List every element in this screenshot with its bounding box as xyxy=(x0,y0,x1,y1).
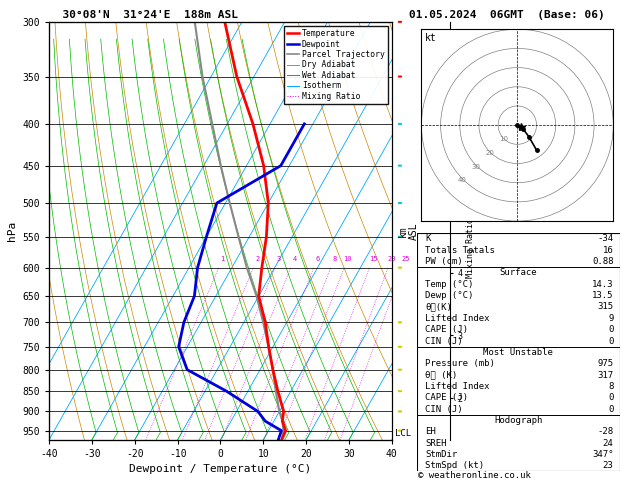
Text: 14.3: 14.3 xyxy=(592,280,613,289)
Text: 24: 24 xyxy=(603,438,613,448)
Text: CAPE (J): CAPE (J) xyxy=(425,393,468,402)
Text: 01.05.2024  06GMT  (Base: 06): 01.05.2024 06GMT (Base: 06) xyxy=(409,10,604,20)
Text: 6: 6 xyxy=(315,256,320,261)
Text: 9: 9 xyxy=(608,314,613,323)
Text: Lifted Index: Lifted Index xyxy=(425,382,489,391)
Text: 20: 20 xyxy=(387,256,396,261)
Text: 347°: 347° xyxy=(592,450,613,459)
Text: Hodograph: Hodograph xyxy=(494,416,542,425)
Y-axis label: Mixing Ratio (g/kg): Mixing Ratio (g/kg) xyxy=(465,183,475,278)
Text: 8: 8 xyxy=(332,256,337,261)
Text: LCL: LCL xyxy=(395,429,411,438)
Text: 20: 20 xyxy=(486,150,494,156)
Text: kt: kt xyxy=(425,33,437,43)
Text: Surface: Surface xyxy=(499,268,537,278)
Text: 1: 1 xyxy=(221,256,225,261)
Text: CIN (J): CIN (J) xyxy=(425,336,463,346)
Text: EH: EH xyxy=(425,427,436,436)
Text: 15: 15 xyxy=(369,256,377,261)
Text: 3: 3 xyxy=(277,256,281,261)
Text: 23: 23 xyxy=(603,461,613,470)
Text: SREH: SREH xyxy=(425,438,447,448)
Text: © weatheronline.co.uk: © weatheronline.co.uk xyxy=(418,471,531,480)
Text: 2: 2 xyxy=(255,256,259,261)
Text: -28: -28 xyxy=(598,427,613,436)
Text: 0: 0 xyxy=(608,325,613,334)
Text: 0: 0 xyxy=(608,336,613,346)
Text: StmSpd (kt): StmSpd (kt) xyxy=(425,461,484,470)
Text: 30: 30 xyxy=(471,164,481,170)
Text: 4: 4 xyxy=(292,256,296,261)
Text: Lifted Index: Lifted Index xyxy=(425,314,489,323)
Text: 25: 25 xyxy=(402,256,410,261)
Text: Most Unstable: Most Unstable xyxy=(483,348,554,357)
Text: -34: -34 xyxy=(598,234,613,243)
Text: 13.5: 13.5 xyxy=(592,291,613,300)
Text: 10: 10 xyxy=(499,136,508,142)
Y-axis label: hPa: hPa xyxy=(7,221,17,241)
Text: 0: 0 xyxy=(608,393,613,402)
Text: Totals Totals: Totals Totals xyxy=(425,246,495,255)
Text: K: K xyxy=(425,234,430,243)
Text: 8: 8 xyxy=(608,382,613,391)
Text: 975: 975 xyxy=(598,359,613,368)
Text: 30°08'N  31°24'E  188m ASL: 30°08'N 31°24'E 188m ASL xyxy=(49,10,238,20)
Text: 16: 16 xyxy=(603,246,613,255)
Y-axis label: km
ASL: km ASL xyxy=(398,222,419,240)
Text: 317: 317 xyxy=(598,370,613,380)
Text: 40: 40 xyxy=(458,177,467,183)
Text: 0: 0 xyxy=(608,404,613,414)
Text: StmDir: StmDir xyxy=(425,450,457,459)
Text: θᴇ (K): θᴇ (K) xyxy=(425,370,457,380)
Text: Dewp (°C): Dewp (°C) xyxy=(425,291,474,300)
Legend: Temperature, Dewpoint, Parcel Trajectory, Dry Adiabat, Wet Adiabat, Isotherm, Mi: Temperature, Dewpoint, Parcel Trajectory… xyxy=(284,26,388,104)
Text: Temp (°C): Temp (°C) xyxy=(425,280,474,289)
Text: CAPE (J): CAPE (J) xyxy=(425,325,468,334)
Text: θᴇ(K): θᴇ(K) xyxy=(425,302,452,312)
Text: 10: 10 xyxy=(343,256,352,261)
Text: PW (cm): PW (cm) xyxy=(425,257,463,266)
Text: CIN (J): CIN (J) xyxy=(425,404,463,414)
X-axis label: Dewpoint / Temperature (°C): Dewpoint / Temperature (°C) xyxy=(130,465,311,474)
Text: Pressure (mb): Pressure (mb) xyxy=(425,359,495,368)
Text: 315: 315 xyxy=(598,302,613,312)
Text: 0.88: 0.88 xyxy=(592,257,613,266)
